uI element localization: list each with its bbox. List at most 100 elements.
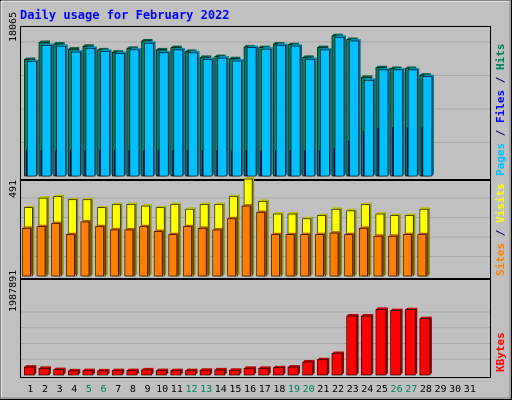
bar-sites-day-8: [124, 229, 134, 277]
bar-side: [387, 67, 390, 176]
bar-top: [188, 50, 200, 53]
bar-side: [415, 307, 418, 375]
bar-sites-day-25: [373, 235, 383, 277]
x-day-label: 20: [303, 384, 315, 395]
bar-top: [229, 194, 240, 197]
bar-top: [286, 232, 297, 235]
bar-side: [396, 234, 399, 276]
bar-top: [244, 177, 255, 180]
bar-side: [30, 226, 33, 276]
bar-side: [296, 212, 299, 276]
bar-top: [244, 366, 257, 369]
bar-top: [68, 368, 81, 371]
bar-top: [198, 226, 209, 229]
bar-top: [71, 50, 83, 53]
x-day-label: 29: [435, 384, 447, 395]
bar-top: [24, 57, 36, 60]
bar-side: [92, 368, 95, 375]
bar-sites-day-20: [300, 234, 309, 277]
bar-top: [124, 227, 135, 230]
bar-side: [166, 368, 169, 375]
bar-side: [180, 368, 183, 375]
bar-top: [144, 41, 156, 44]
bar-top: [141, 38, 153, 41]
bar-top: [24, 205, 35, 208]
bar-side: [220, 227, 223, 276]
bar-top: [185, 368, 198, 371]
bar-sites-day-12: [183, 226, 192, 277]
bar-side: [65, 44, 68, 176]
bar-top: [256, 210, 267, 213]
bar-sites-day-18: [271, 234, 280, 277]
bar-side: [341, 351, 344, 375]
bar-side: [122, 368, 125, 375]
legend-entry: KBytes: [494, 332, 507, 372]
bar-side: [80, 50, 83, 176]
bar-side: [241, 59, 244, 177]
bar-side: [356, 314, 359, 375]
bar-pages-day-27: [407, 69, 418, 177]
bar-top: [317, 213, 328, 216]
bar-top: [305, 57, 317, 60]
bar-top: [403, 232, 414, 235]
bar-top: [82, 197, 93, 200]
bar-sites-day-10: [153, 231, 163, 277]
y-axis-labels: 18065 491 1987891: [8, 12, 19, 312]
bar-pages-day-23: [349, 40, 359, 177]
bar-side: [191, 224, 194, 276]
bar-top: [38, 366, 51, 369]
bar-sites-day-2: [36, 226, 46, 277]
bar-side: [118, 227, 121, 276]
bar-top: [38, 40, 50, 43]
bar-side: [44, 224, 47, 276]
bar-kbytes-day-17: [258, 368, 270, 376]
bar-top: [346, 314, 359, 317]
bar-pages-day-3: [56, 45, 66, 177]
bar-side: [34, 365, 37, 375]
bar-kbytes-day-27: [404, 309, 416, 376]
bar-side: [178, 202, 181, 276]
bar-top: [359, 226, 370, 229]
bar-sites-day-28: [417, 234, 427, 277]
x-day-label: 7: [115, 384, 121, 395]
bar-sites-day-1: [22, 228, 31, 277]
bar-sites-day-15: [227, 218, 236, 277]
bar-side: [268, 366, 271, 375]
bar-top: [170, 368, 183, 371]
bar-top: [271, 232, 282, 235]
bar-sites-day-13: [197, 228, 207, 277]
bar-side: [283, 365, 286, 375]
bar-kbytes-day-15: [229, 369, 240, 376]
bar-side: [329, 47, 332, 176]
bar-side: [222, 202, 225, 276]
bar-pages-day-17: [261, 48, 272, 177]
bar-top: [317, 45, 329, 48]
bar-side: [212, 57, 215, 176]
bar-top: [258, 366, 271, 369]
bar-kbytes-day-28: [419, 318, 431, 376]
bar-top: [361, 75, 373, 78]
bar-sites-day-7: [109, 229, 119, 277]
bar-side: [239, 368, 242, 375]
bar-sites-day-24: [358, 228, 368, 277]
bar-sites-day-16: [241, 205, 251, 277]
bar-side: [94, 46, 97, 176]
bar-top: [68, 47, 80, 50]
bar-side: [323, 232, 326, 276]
bar-top: [159, 50, 171, 53]
bar-side: [193, 207, 196, 276]
bar-side: [147, 224, 150, 276]
x-day-label: 25: [376, 384, 388, 395]
bar-top: [375, 65, 387, 68]
legend-vertical: Sites / Visits: [494, 183, 507, 276]
legend-entry: /: [494, 123, 507, 143]
bar-side: [264, 210, 267, 276]
x-day-label: 11: [171, 384, 183, 395]
bar-side: [250, 204, 253, 276]
bar-side: [136, 368, 139, 375]
x-day-label: 17: [259, 384, 271, 395]
x-day-label: 4: [71, 384, 77, 395]
bar-side: [149, 204, 152, 276]
bar-top: [349, 38, 361, 41]
